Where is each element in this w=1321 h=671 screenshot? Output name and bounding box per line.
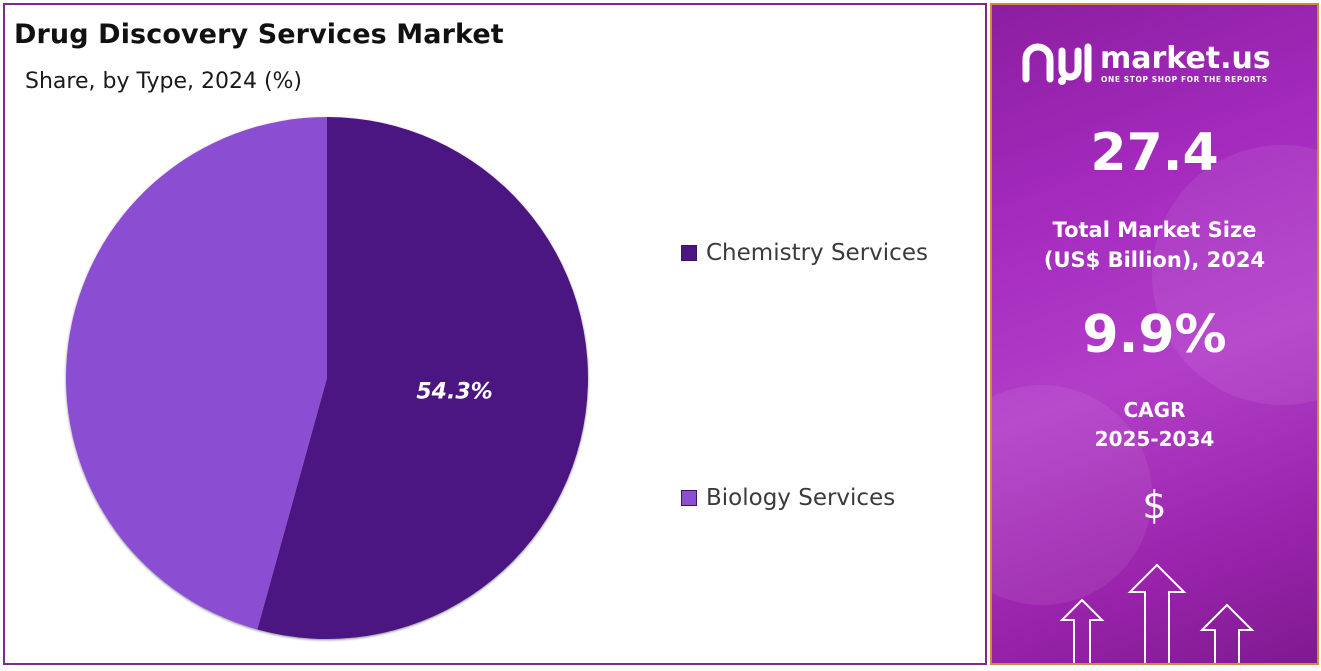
growth-arrows-icon — [1059, 563, 1255, 663]
market-us-logo-icon — [1022, 43, 1092, 85]
dollar-icon: $ — [1142, 483, 1167, 527]
legend-item-chemistry-services: Chemistry Services — [681, 240, 928, 266]
brand-logo: market.us ONE STOP SHOP FOR THE REPORTS — [1022, 39, 1302, 99]
pie-chart: 54.3% — [66, 117, 589, 639]
chart-subtitle: Share, by Type, 2024 (%) — [25, 69, 303, 94]
pie-slice-biology-services — [66, 117, 328, 630]
market-size-label-line2: (US$ Billion), 2024 — [1043, 248, 1266, 272]
legend-item-biology-services: Biology Services — [681, 485, 895, 511]
cagr-label-line1: CAGR — [1123, 398, 1186, 422]
side-panel: market.us ONE STOP SHOP FOR THE REPORTS … — [990, 3, 1319, 665]
brand-tagline: ONE STOP SHOP FOR THE REPORTS — [1101, 75, 1268, 84]
legend-label: Chemistry Services — [706, 240, 928, 266]
market-size-value: 27.4 — [1090, 123, 1219, 183]
legend-swatch — [681, 490, 697, 506]
market-size-label-line1: Total Market Size — [1052, 218, 1257, 242]
brand-name: market.us — [1100, 41, 1271, 76]
chart-panel: Drug Discovery Services Market Share, by… — [3, 3, 987, 665]
legend-swatch — [681, 245, 697, 261]
chart-title: Drug Discovery Services Market — [14, 19, 504, 50]
cagr-value: 9.9% — [1082, 305, 1227, 365]
cagr-label-line2: 2025-2034 — [1094, 427, 1215, 451]
legend-label: Biology Services — [706, 485, 896, 511]
decorative-circle — [1152, 145, 1317, 405]
pie-data-label: 54.3% — [416, 379, 492, 404]
pie-slice-chemistry-services — [257, 117, 589, 639]
